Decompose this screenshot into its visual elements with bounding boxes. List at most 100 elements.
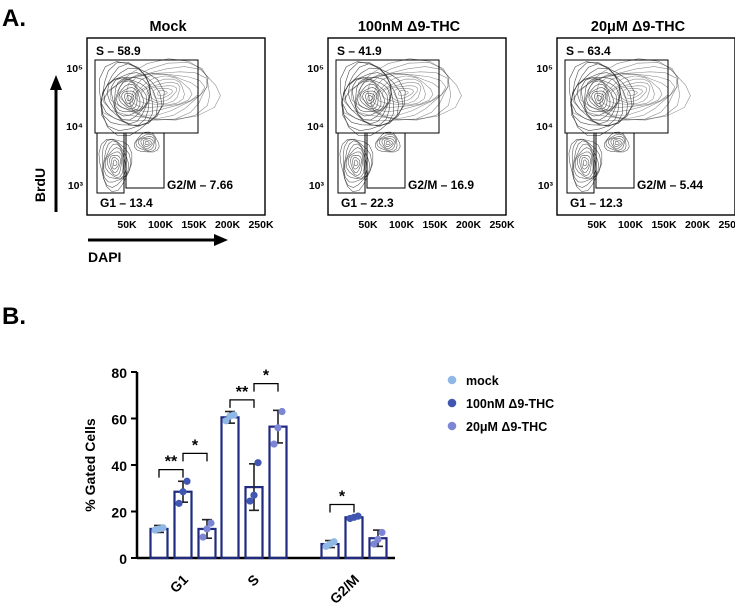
contour-line: [581, 77, 620, 121]
panel-a-label: A.: [2, 5, 26, 32]
flow-x-tick: 50K: [358, 219, 378, 231]
contour-line: [576, 151, 593, 177]
contour-line: [362, 90, 378, 107]
contour-line: [573, 72, 621, 126]
flow-y-tick: 10⁴: [66, 121, 83, 133]
flow-ylabel: BrdU: [32, 168, 48, 202]
flow-plot-title: 100nM Δ9-THC: [358, 19, 461, 35]
contour-line: [570, 58, 691, 122]
contour-line: [571, 138, 602, 188]
dapi-axis-arrowhead: [214, 234, 228, 246]
contour-line: [135, 133, 157, 152]
significance-label: *: [339, 489, 346, 506]
contour-line: [135, 78, 185, 106]
bar-category-label: S: [244, 571, 262, 589]
contour-line: [574, 147, 594, 178]
flow-plot-frame: [556, 37, 735, 216]
contour-line: [112, 159, 118, 167]
contour-line: [365, 92, 376, 104]
contour-line: [610, 138, 624, 149]
data-point: [254, 459, 262, 467]
bar-y-tick-label: 80: [111, 365, 127, 381]
contour-line: [121, 90, 137, 107]
data-point: [230, 411, 238, 419]
flow-x-tick: 150K: [422, 219, 448, 231]
brdu-axis-arrowhead: [50, 75, 62, 90]
contour-line: [340, 63, 400, 126]
contour-line: [357, 83, 382, 111]
contour-line: [126, 73, 206, 116]
contour-line: [385, 140, 391, 145]
bar-ylabel: % Gated Cells: [82, 418, 98, 512]
gate-label-3: G2/M – 7.66: [167, 178, 233, 192]
contour-line: [616, 85, 647, 102]
contour-line: [612, 139, 622, 147]
flow-x-tick: 50K: [587, 219, 607, 231]
contour-line: [131, 75, 193, 108]
flow-x-tick: 50K: [117, 219, 137, 231]
contour-line: [339, 138, 374, 193]
bar: [220, 416, 240, 560]
contour-line: [103, 72, 151, 126]
gate-label-2: G1 – 12.3: [570, 196, 623, 210]
contour-line: [572, 62, 681, 121]
contour-line: [344, 72, 392, 126]
legend-entry: mock: [466, 374, 499, 388]
contour-line: [114, 78, 148, 117]
contour-line: [579, 66, 679, 121]
flow-y-tick: 10³: [309, 180, 325, 192]
contour-line: [381, 138, 395, 149]
contour-line: [359, 87, 379, 110]
contour-line: [376, 78, 426, 106]
flow-x-tick: 150K: [181, 219, 207, 231]
contour-line: [342, 138, 373, 188]
contour-line: [98, 138, 133, 193]
contour-line: [610, 81, 651, 104]
bar: [149, 527, 169, 560]
contour-line: [344, 143, 368, 180]
contour-line: [106, 77, 151, 125]
flow-x-tick: 100K: [148, 219, 174, 231]
contour-line: [605, 78, 655, 106]
contour-line: [102, 62, 211, 121]
gate-label-1: S – 63.4: [566, 44, 611, 58]
contour-line: [102, 140, 129, 183]
gate-label-3: G2/M – 5.44: [637, 178, 703, 192]
data-point: [330, 538, 338, 546]
contour-line: [622, 87, 643, 99]
contour-line: [350, 66, 450, 121]
contour-line: [343, 62, 452, 121]
contour-line: [144, 140, 150, 145]
contour-line: [594, 92, 605, 104]
data-point: [246, 497, 254, 505]
flow-y-tick: 10⁵: [307, 63, 324, 75]
contour-line: [116, 83, 141, 111]
contour-line: [393, 87, 414, 99]
flow-plot-2: 100nM Δ9-THC S – 41.9 G1 – 22.3 G2/M – 16.9…: [307, 19, 515, 231]
bar-category-label: G1: [167, 571, 192, 596]
flow-x-tick: 150K: [651, 219, 677, 231]
flow-ylabel-group: BrdU: [32, 75, 62, 212]
contour-line: [111, 77, 150, 121]
gate-label-1: S – 58.9: [96, 44, 141, 58]
data-point: [203, 525, 211, 533]
contour-line: [353, 159, 359, 167]
data-point: [159, 524, 167, 532]
contour-line: [126, 94, 132, 102]
data-point: [278, 407, 286, 416]
gate-label-2: G1 – 22.3: [341, 196, 394, 210]
significance-bracket: [329, 503, 355, 513]
panel-b-label: B.: [2, 303, 26, 330]
flow-x-tick: 250K: [718, 219, 735, 231]
bar-y-tick-label: 20: [111, 505, 127, 521]
contour-line: [352, 77, 391, 121]
contour-line: [99, 63, 159, 126]
contour-line: [572, 140, 599, 183]
significance-label: **: [165, 454, 178, 471]
bar-y-tick-label: 40: [111, 458, 127, 474]
contour-line: [378, 136, 397, 151]
gate-g2m: [366, 132, 406, 189]
bar: [344, 516, 364, 560]
contour-line: [579, 154, 591, 173]
contour-line: [101, 138, 132, 188]
